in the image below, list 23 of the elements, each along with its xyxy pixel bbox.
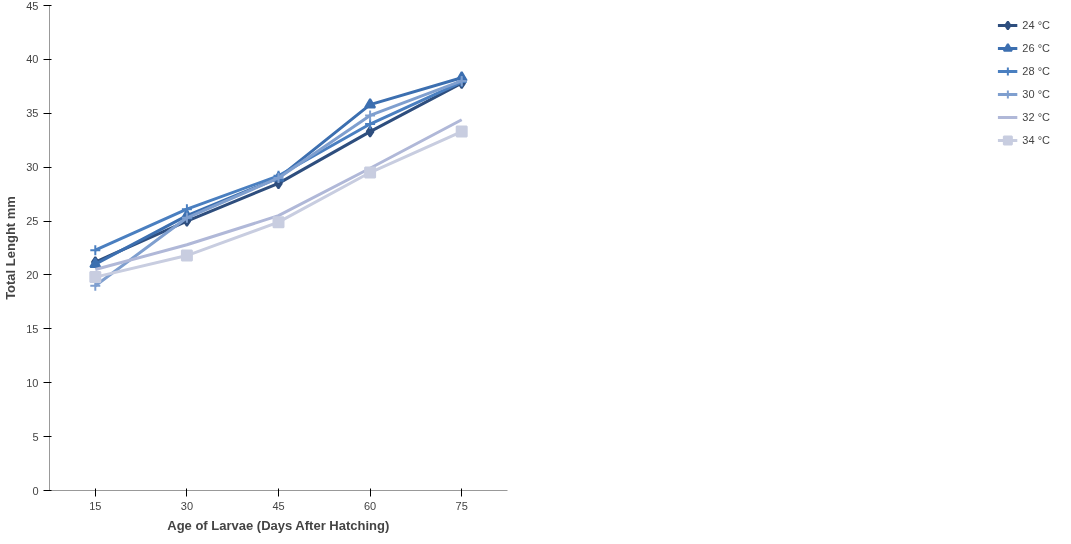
legend-label: 30 °C — [1022, 88, 1050, 100]
y-axis-title: Total Lenght mm — [3, 196, 19, 300]
x-tick-label: 30 — [180, 499, 194, 512]
x-tick-label: 15 — [89, 499, 102, 512]
y-tick-label: 35 — [26, 107, 39, 120]
x-tick-label: 75 — [455, 499, 468, 512]
legend-label: 24 °C — [1022, 19, 1050, 31]
y-tick-label: 20 — [26, 268, 39, 281]
y-tick-label: 5 — [32, 430, 39, 443]
y-tick-label: 15 — [26, 322, 39, 335]
y-tick-label: 10 — [26, 376, 39, 389]
legend-label: 28 °C — [1022, 65, 1050, 77]
y-tick-label: 30 — [26, 161, 39, 174]
legend-label: 26 °C — [1022, 42, 1050, 54]
x-axis-title: Age of Larvae (Days After Hatching) — [167, 517, 390, 533]
y-tick-label: 25 — [26, 215, 39, 228]
legend-label: 32 °C — [1022, 111, 1050, 123]
y-tick-label: 45 — [26, 0, 39, 12]
legend-label: 34 °C — [1022, 134, 1050, 146]
x-tick-label: 45 — [272, 499, 285, 512]
x-tick-label: 60 — [363, 499, 377, 512]
y-tick-label: 0 — [32, 484, 39, 497]
y-tick-label: 40 — [26, 53, 39, 66]
